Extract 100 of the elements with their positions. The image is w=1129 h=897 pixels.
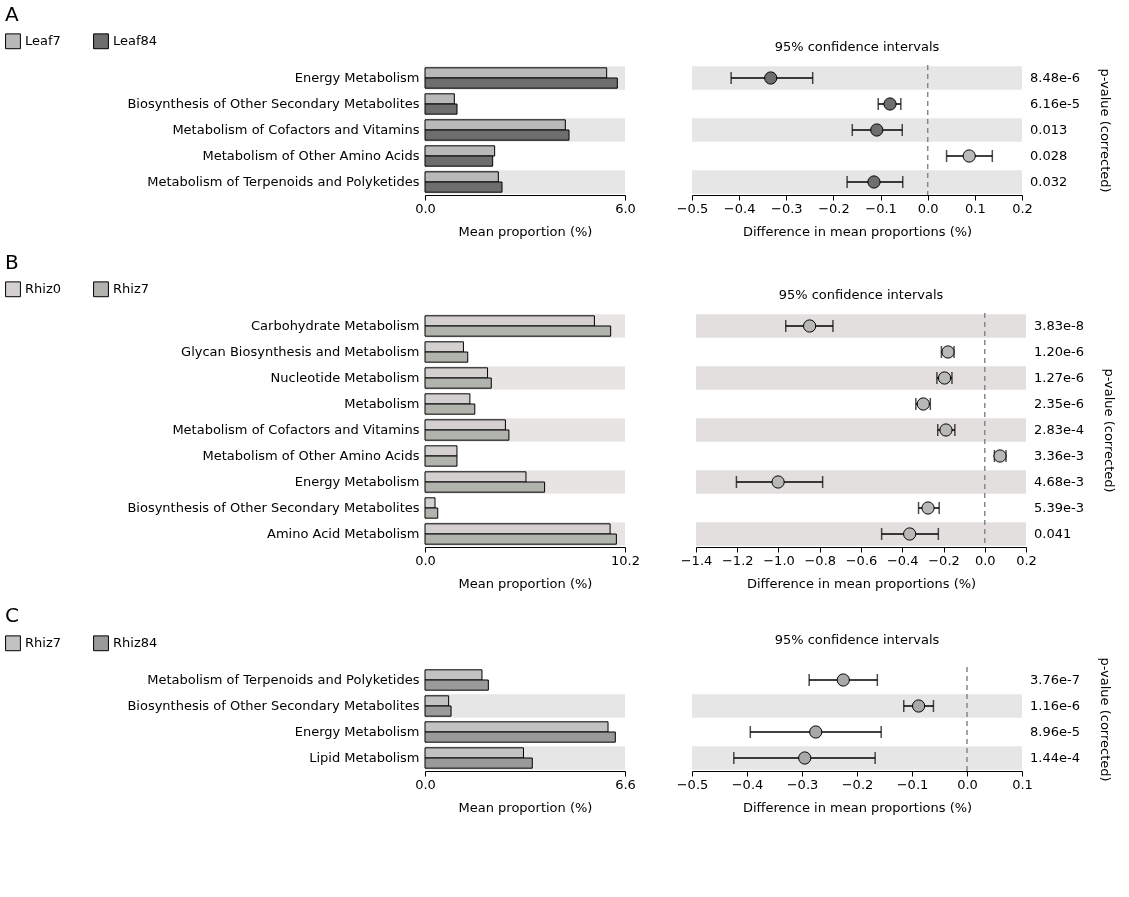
text: 2.35e-6	[1034, 396, 1084, 411]
y-tick-label: Metabolism of Cofactors and Vitamins	[172, 122, 420, 137]
text: 1.44e-4	[1030, 750, 1080, 765]
x-axis-title: Difference in mean proportions (%)	[742, 799, 973, 815]
x-tick-label: 6.0	[615, 200, 636, 216]
x-tick-label: −0.3	[771, 200, 803, 216]
point	[911, 699, 926, 713]
text: 3.83e-8	[1034, 318, 1084, 333]
text: 6.16e-5	[1030, 96, 1080, 111]
text: 0.028	[1030, 148, 1068, 163]
point	[771, 475, 785, 489]
x-tick-label: 0.0	[974, 552, 996, 568]
text: B	[5, 250, 19, 274]
chart-title: 95% confidence intervals	[774, 631, 940, 647]
text: C	[5, 602, 19, 627]
point	[921, 501, 935, 515]
legend-label: Leaf84	[113, 33, 158, 49]
x-tick-label: 0.0	[415, 552, 436, 568]
y-tick-label: Metabolism of Terpenoids and Polyketides	[147, 672, 420, 687]
point	[867, 175, 881, 189]
x-tick-label: −0.3	[786, 776, 819, 792]
y2-axis-title: p-value (corrected)	[1097, 68, 1113, 193]
x-tick-label: 10.2	[611, 552, 640, 568]
x-tick-label: 0.2	[1012, 200, 1033, 216]
x-tick-label: 0.0	[415, 200, 436, 216]
y-tick-label: Biosynthesis of Other Secondary Metabolites	[127, 698, 420, 713]
text: 8.48e-6	[1030, 70, 1080, 85]
y-tick-label: Energy Metabolism	[294, 474, 420, 489]
x-tick-label: −0.5	[676, 776, 709, 792]
point	[870, 123, 884, 137]
x-tick-label: −1.4	[680, 552, 713, 568]
text: 4.68e-3	[1034, 474, 1084, 489]
x-tick-label: −0.8	[804, 552, 837, 568]
x-tick-label: 0.1	[965, 200, 986, 216]
x-tick-label: −0.1	[896, 776, 929, 792]
point	[809, 725, 823, 739]
x-axis-title: Difference in mean proportions (%)	[742, 223, 973, 239]
x-tick-label: 0.1	[1012, 776, 1033, 792]
text: 0.041	[1034, 526, 1072, 541]
point	[836, 673, 850, 687]
x-tick-label: 0.0	[957, 776, 978, 792]
x-tick-label: −0.4	[731, 776, 764, 792]
x-tick-label: −0.4	[723, 200, 756, 216]
point	[803, 319, 817, 333]
x-tick-label: −1.2	[721, 552, 754, 568]
text: 1.20e-6	[1034, 344, 1084, 359]
x-tick-label: −0.6	[845, 552, 878, 568]
x-tick-label: −0.2	[818, 200, 850, 216]
y2-axis-title: p-value (corrected)	[1101, 368, 1117, 493]
y2-axis-title: p-value (corrected)	[1097, 657, 1113, 782]
x-tick-label: −0.4	[886, 552, 919, 568]
y-tick-label: Metabolism	[344, 396, 420, 411]
legend-label: Rhiz7	[25, 635, 61, 651]
text: 0.032	[1030, 174, 1068, 189]
x-tick-label: 6.6	[615, 776, 636, 792]
legend-label: Rhiz84	[113, 635, 158, 651]
text: A	[5, 2, 19, 26]
y-tick-label: Metabolism of Terpenoids and Polyketides	[147, 174, 420, 189]
y-tick-label: Nucleotide Metabolism	[270, 370, 420, 385]
x-tick-label: −0.1	[865, 200, 897, 216]
chart-title: 95% confidence intervals	[774, 39, 940, 55]
x-tick-label: 0.2	[1016, 552, 1037, 568]
legend-label: Leaf7	[25, 33, 61, 49]
y-tick-label: Glycan Biosynthesis and Metabolism	[181, 344, 420, 359]
x-tick-label: 0.0	[917, 200, 939, 216]
y-tick-label: Energy Metabolism	[294, 70, 420, 85]
text: 1.16e-6	[1030, 698, 1080, 713]
y-tick-label: Energy Metabolism	[294, 724, 420, 739]
x-tick-label: −0.2	[841, 776, 874, 792]
text: 8.96e-5	[1030, 724, 1080, 739]
text: 1.27e-6	[1034, 370, 1084, 385]
x-axis-title: Mean proportion (%)	[458, 223, 593, 239]
legend-label: Rhiz7	[113, 281, 149, 297]
y-tick-label: Lipid Metabolism	[309, 750, 420, 765]
y-tick-label: Biosynthesis of Other Secondary Metabolites	[127, 500, 420, 515]
x-tick-label: −0.5	[676, 200, 709, 216]
point	[798, 751, 812, 765]
y-tick-label: Carbohydrate Metabolism	[251, 318, 420, 333]
y-tick-label: Metabolism of Other Amino Acids	[202, 148, 420, 163]
point	[903, 527, 917, 541]
point	[764, 71, 778, 85]
text: 5.39e-3	[1034, 500, 1084, 515]
x-axis-title: Mean proportion (%)	[458, 575, 593, 591]
y-tick-label: Biosynthesis of Other Secondary Metabolites	[127, 96, 420, 111]
text: 3.76e-7	[1030, 672, 1080, 687]
x-axis-title: Difference in mean proportions (%)	[746, 575, 977, 591]
x-tick-label: −1.0	[763, 552, 795, 568]
text: 2.83e-4	[1034, 422, 1084, 437]
point	[883, 97, 897, 111]
y-tick-label: Metabolism of Cofactors and Vitamins	[172, 422, 420, 437]
x-axis-title: Mean proportion (%)	[458, 799, 593, 815]
point	[962, 149, 976, 163]
y-tick-label: Metabolism of Other Amino Acids	[202, 448, 420, 463]
text: 3.36e-3	[1034, 448, 1084, 463]
x-tick-label: −0.2	[928, 552, 960, 568]
legend-label: Rhiz0	[25, 281, 61, 297]
chart-title: 95% confidence intervals	[778, 287, 944, 303]
text: 0.013	[1030, 122, 1068, 137]
x-tick-label: 0.0	[415, 776, 436, 792]
y-tick-label: Amino Acid Metabolism	[267, 526, 420, 541]
